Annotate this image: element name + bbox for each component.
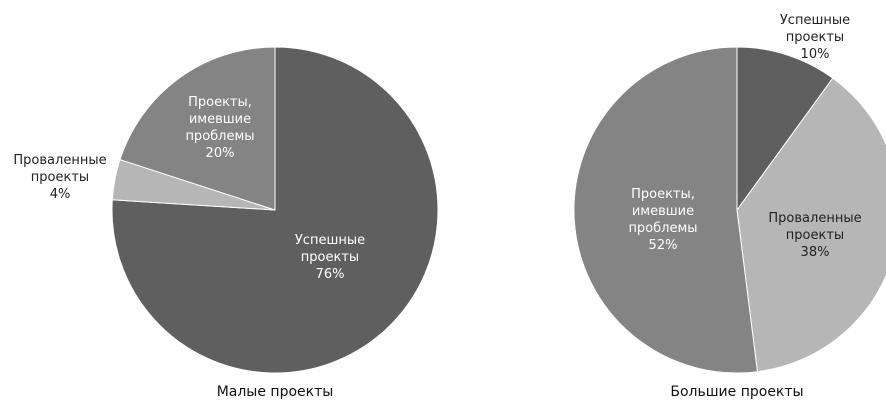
slice-label-challenged-large: Проекты, имевшие проблемы 52% [628,187,697,253]
chart-title-large-projects: Большие проекты [670,384,803,400]
pie-slice-failed-large [736,77,886,373]
pie-slice-successful-small [111,46,439,374]
slice-label-failed-small: Проваленные проекты 4% [13,153,106,202]
slice-label-successful-large: Успешные проекты 10% [780,13,850,62]
slice-label-failed-large: Проваленные проекты 38% [768,211,861,260]
slice-label-successful-small: Успешные проекты 76% [295,233,365,282]
pie-chart-small-projects: Успешные проекты 76% Проваленные проекты 4% Пр… [13,46,439,374]
slice-label-challenged-small: Проекты, имевшие проблемы 20% [185,95,254,161]
pie-slice-challenged-large [573,46,758,374]
pie-slice-successful-large [736,46,834,212]
pie-slice-challenged-small [119,46,276,211]
chart-title-small-projects: Малые проекты [217,384,334,400]
pie-chart-large-projects: Успешные проекты 10% Проваленные проекты 38% П… [573,13,886,374]
